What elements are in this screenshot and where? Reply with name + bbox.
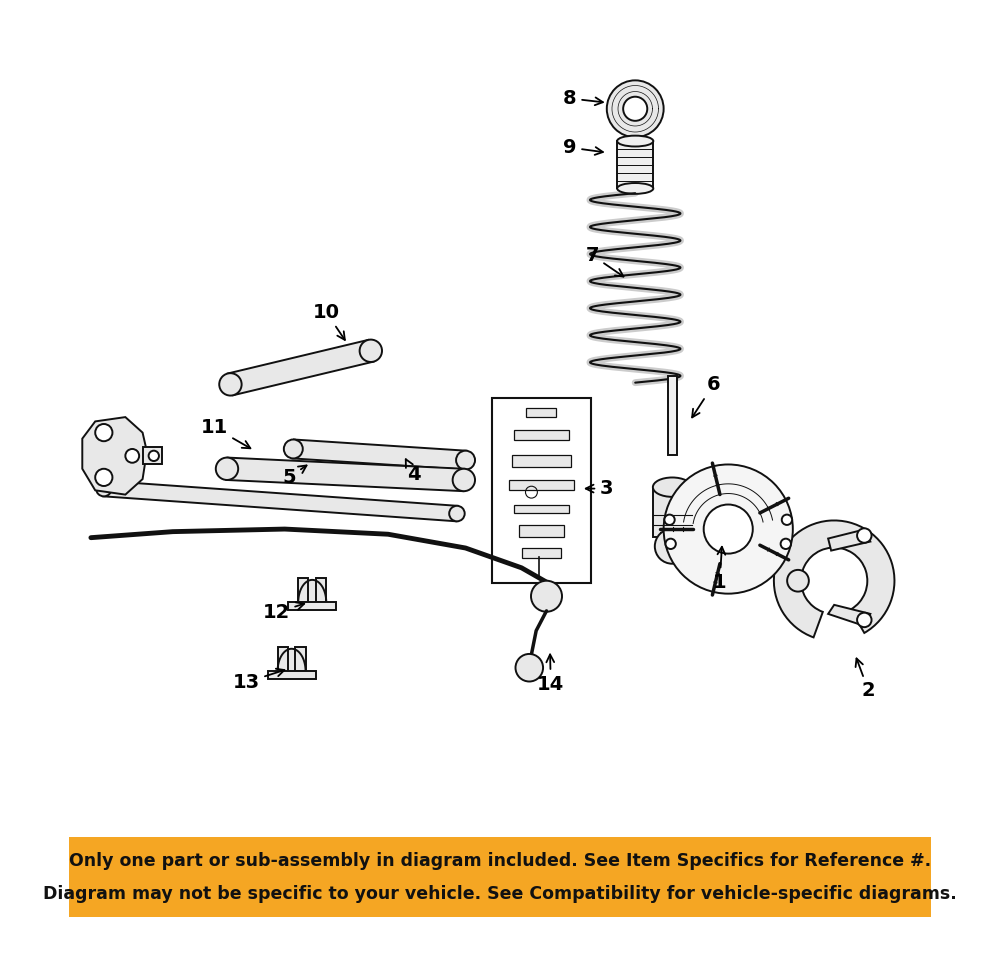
Bar [288,603,336,610]
Text: 2: 2 [856,658,875,701]
Wedge shape [774,520,894,638]
Circle shape [623,97,647,121]
Circle shape [655,529,690,564]
Text: 7: 7 [585,246,624,277]
Circle shape [664,465,793,594]
Circle shape [607,81,664,137]
Circle shape [664,514,675,525]
Polygon shape [228,340,373,396]
Circle shape [95,424,112,441]
Circle shape [531,580,562,611]
Circle shape [449,505,465,521]
Bar [278,646,288,672]
Circle shape [149,451,159,461]
Bar [492,398,591,583]
Polygon shape [293,439,466,469]
Circle shape [284,439,303,459]
Circle shape [666,538,676,549]
Circle shape [453,469,475,491]
Bar [509,479,574,490]
Bar [526,408,556,417]
Circle shape [516,654,543,681]
Bar [617,141,653,189]
Bar [653,487,692,538]
Bar [316,577,326,603]
Polygon shape [103,481,457,521]
Text: Only one part or sub-assembly in diagram included. See Item Specifics for Refere: Only one part or sub-assembly in diagram… [69,852,931,870]
Circle shape [456,451,475,469]
Circle shape [219,373,242,396]
Text: 10: 10 [313,302,345,340]
Bar [268,672,316,679]
Circle shape [787,570,809,592]
Bar [298,577,308,603]
Polygon shape [226,458,464,491]
Text: 11: 11 [200,418,250,448]
Circle shape [95,469,112,486]
Bar [519,525,564,538]
Text: 3: 3 [586,479,614,498]
Circle shape [216,458,238,480]
Bar [512,455,571,467]
Text: 6: 6 [692,375,720,417]
Circle shape [857,612,872,627]
Text: 12: 12 [262,603,304,622]
Bar [69,838,931,917]
Bar [143,447,162,465]
Ellipse shape [617,136,653,147]
Bar [514,504,569,513]
Circle shape [360,339,382,362]
Bar [661,533,684,546]
Polygon shape [828,530,870,550]
Text: 4: 4 [406,459,421,484]
Circle shape [857,529,872,542]
Text: 1: 1 [713,547,726,592]
Ellipse shape [653,477,692,497]
Circle shape [125,449,139,463]
Polygon shape [828,605,870,626]
Text: Diagram may not be specific to your vehicle. See Compatibility for vehicle-speci: Diagram may not be specific to your vehi… [43,885,957,903]
Text: 8: 8 [563,88,603,108]
Text: 13: 13 [232,669,284,692]
Text: 9: 9 [563,138,603,157]
Bar [514,430,569,440]
Bar [522,548,561,558]
Bar [295,646,306,672]
Text: 5: 5 [282,466,307,487]
Ellipse shape [617,183,653,193]
Polygon shape [82,417,147,495]
Circle shape [782,514,792,525]
Circle shape [781,538,791,549]
Bar [668,376,677,455]
Text: 14: 14 [537,654,564,694]
Circle shape [704,504,753,554]
Circle shape [96,481,112,497]
